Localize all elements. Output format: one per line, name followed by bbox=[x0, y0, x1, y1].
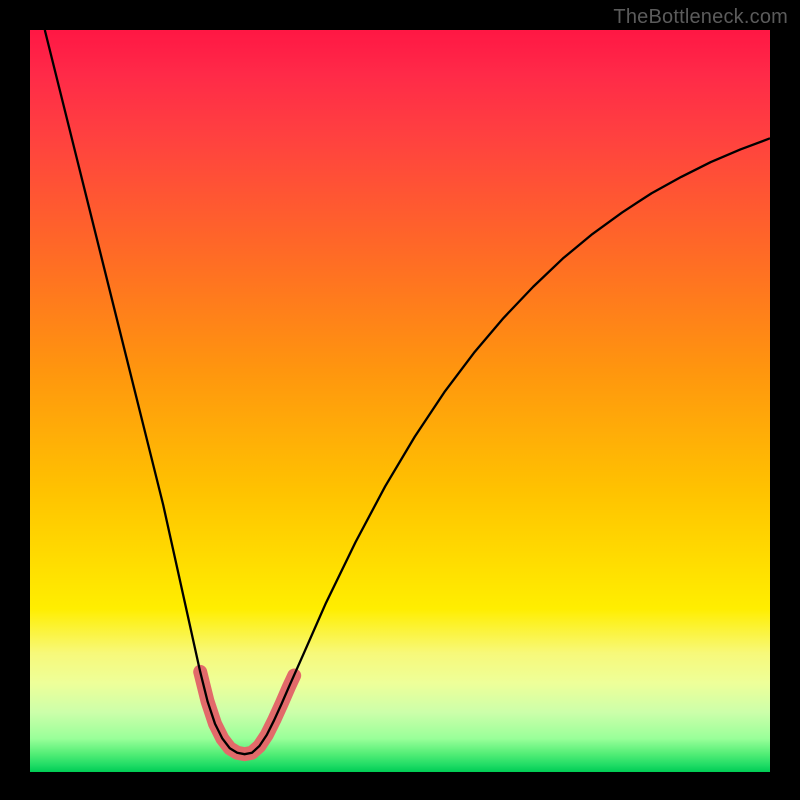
valley-highlight-stroke bbox=[200, 672, 294, 754]
chart-svg bbox=[30, 30, 770, 772]
watermark-text: TheBottleneck.com bbox=[613, 6, 788, 29]
chart-background bbox=[30, 30, 770, 772]
chart-plot-area bbox=[30, 30, 770, 772]
bottleneck-curve bbox=[45, 30, 770, 754]
